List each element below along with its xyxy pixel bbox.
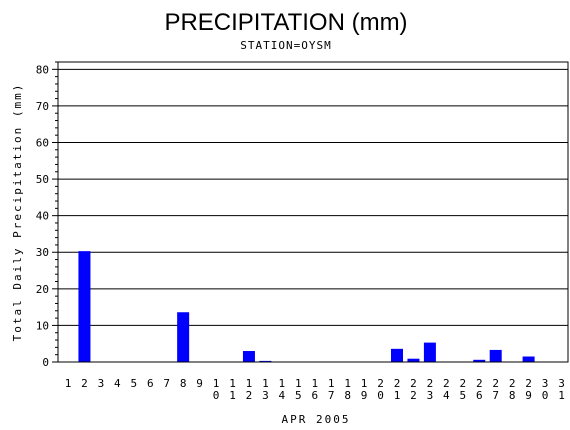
- y-tick-label: 20: [36, 283, 49, 296]
- bar-day-22: [407, 358, 420, 362]
- x-tick-label: 7: [163, 377, 170, 390]
- x-tick-label: 2: [410, 389, 417, 402]
- y-tick-label: 50: [36, 173, 49, 186]
- x-tick-label: 2: [81, 377, 88, 390]
- x-tick-label: 2: [492, 377, 499, 390]
- x-tick-label: 6: [476, 389, 483, 402]
- x-tick-label: 0: [542, 389, 549, 402]
- x-tick-label: 8: [180, 377, 187, 390]
- x-tick-label: 1: [262, 377, 269, 390]
- x-tick-label: 6: [147, 377, 154, 390]
- x-tick-label: 3: [427, 389, 434, 402]
- x-tick-label: 8: [344, 389, 351, 402]
- chart-title: PRECIPITATION (mm): [164, 9, 407, 36]
- bar-day-12: [242, 351, 255, 362]
- x-tick-label: 0: [213, 389, 220, 402]
- x-tick-label: 5: [459, 389, 466, 402]
- x-tick-label: 3: [542, 377, 549, 390]
- x-tick-label: 1: [394, 389, 401, 402]
- x-tick-label: 9: [361, 389, 368, 402]
- x-tick-label: 2: [427, 377, 434, 390]
- bar-day-21: [391, 348, 403, 362]
- y-tick-label: 40: [36, 210, 49, 223]
- x-tick-label: 5: [130, 377, 137, 390]
- x-tick-label: 8: [509, 389, 516, 402]
- x-tick-label: 1: [229, 389, 236, 402]
- x-tick-label: 7: [492, 389, 499, 402]
- bar-day-29: [522, 356, 535, 362]
- y-axis-label: Total Daily Precipitation (mm): [11, 83, 24, 342]
- x-tick-label: 2: [443, 377, 450, 390]
- x-tick-label: 3: [98, 377, 105, 390]
- x-tick-label: 4: [279, 389, 286, 402]
- x-tick-label: 2: [476, 377, 483, 390]
- bar-day-2: [78, 251, 91, 362]
- x-axis-label: APR 2005: [282, 413, 351, 426]
- x-tick-label: 1: [361, 377, 368, 390]
- x-tick-label: 1: [65, 377, 72, 390]
- x-tick-label: 4: [114, 377, 121, 390]
- x-tick-label: 1: [311, 377, 318, 390]
- x-tick-label: 7: [328, 389, 335, 402]
- x-tick-label: 1: [558, 389, 565, 402]
- x-tick-label: 2: [525, 377, 532, 390]
- y-tick-label: 10: [36, 319, 49, 332]
- x-tick-label: 9: [196, 377, 203, 390]
- bar-day-23: [423, 342, 436, 362]
- x-tick-label: 3: [262, 389, 269, 402]
- x-tick-label: 6: [311, 389, 318, 402]
- x-tick-label: 1: [328, 377, 335, 390]
- x-tick-label: 1: [246, 377, 253, 390]
- x-tick-label: 2: [377, 377, 384, 390]
- y-tick-label: 70: [36, 100, 49, 113]
- bar-day-8: [177, 312, 190, 362]
- plot-frame: [57, 61, 569, 363]
- x-tick-label: 2: [410, 377, 417, 390]
- bars: [78, 251, 535, 362]
- x-axis: 1 2 3 4 5 6 7 8 9 1011121314151617181920212223242…: [65, 377, 565, 402]
- x-tick-label: 9: [525, 389, 532, 402]
- chart-subtitle: STATION=OYSM: [240, 39, 331, 52]
- x-tick-label: 1: [295, 377, 302, 390]
- x-tick-label: 1: [344, 377, 351, 390]
- x-tick-label: 2: [394, 377, 401, 390]
- x-tick-label: 1: [213, 377, 220, 390]
- x-tick-label: 2: [509, 377, 516, 390]
- y-axis: 0 10 20 30 40 50 60 70 80: [36, 61, 58, 369]
- x-tick-label: 4: [443, 389, 450, 402]
- y-tick-label: 0: [42, 356, 49, 369]
- x-tick-label: 1: [279, 377, 286, 390]
- x-tick-label: 2: [246, 389, 253, 402]
- bar-day-26: [473, 359, 486, 362]
- x-tick-label: 2: [459, 377, 466, 390]
- x-tick-label: 1: [229, 377, 236, 390]
- y-tick-label: 80: [36, 63, 49, 76]
- bar-day-13: [259, 360, 272, 362]
- y-tick-label: 30: [36, 246, 49, 259]
- grid-lines: [58, 68, 568, 326]
- y-tick-label: 60: [36, 136, 49, 149]
- x-tick-label: 3: [558, 377, 565, 390]
- x-tick-label: 5: [295, 389, 302, 402]
- x-tick-label: 0: [377, 389, 384, 402]
- bar-day-27: [489, 349, 502, 362]
